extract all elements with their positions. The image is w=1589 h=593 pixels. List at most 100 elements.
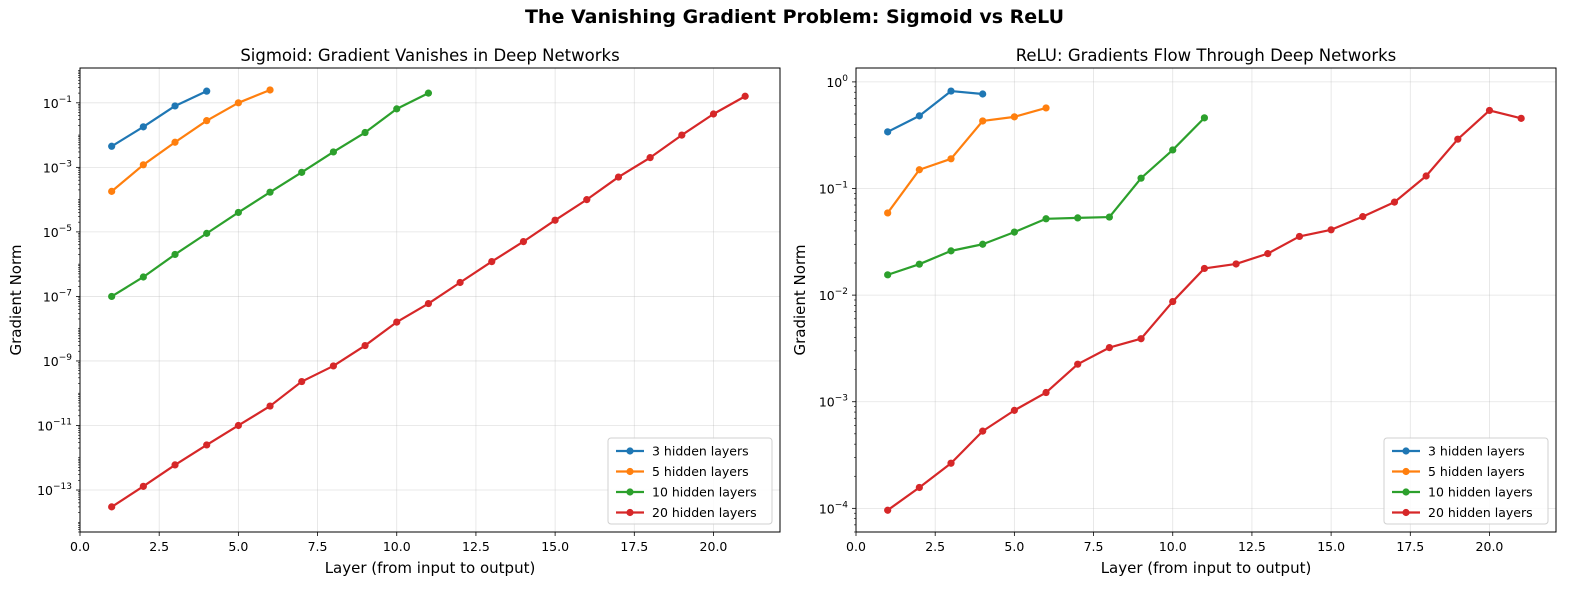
data-point bbox=[108, 503, 116, 511]
plot-panel-1: 0.0 2.5 5.0 7.5 10.0 12.5 15.0 17.5 20.0 10−13 10−… bbox=[7, 46, 781, 577]
data-point bbox=[884, 128, 892, 136]
data-point bbox=[1010, 113, 1018, 121]
data-point bbox=[1010, 228, 1018, 236]
legend-label: 10 hidden layers bbox=[652, 485, 757, 500]
data-point bbox=[393, 105, 401, 113]
data-point bbox=[1074, 214, 1082, 222]
legend-swatch-marker bbox=[1402, 467, 1410, 476]
legend-swatch-marker bbox=[1402, 508, 1410, 517]
x-tick-label: 2.5 bbox=[149, 539, 169, 554]
x-tick-label: 10.0 bbox=[1159, 539, 1187, 554]
x-tick-label: 5.0 bbox=[228, 539, 248, 554]
data-point bbox=[1454, 135, 1462, 143]
data-point bbox=[884, 506, 892, 514]
data-point bbox=[361, 128, 369, 137]
y-tick-label: 10−4 bbox=[819, 500, 848, 516]
data-point bbox=[393, 318, 401, 326]
y-tick-label: 10−13 bbox=[37, 482, 72, 498]
data-point bbox=[171, 102, 179, 110]
data-point bbox=[1137, 335, 1145, 343]
series-3 bbox=[108, 89, 433, 301]
legend-swatch-marker bbox=[626, 447, 634, 455]
y-tick-label: 10−1 bbox=[43, 95, 72, 111]
y-axis-label: Gradient Norm bbox=[7, 245, 25, 356]
axes-frame bbox=[855, 67, 1557, 533]
x-tick-label: 10.0 bbox=[383, 539, 411, 554]
data-point bbox=[583, 196, 591, 204]
data-point bbox=[139, 161, 147, 169]
data-point bbox=[171, 461, 179, 469]
data-point bbox=[1074, 360, 1082, 368]
x-axis-label: Layer (from input to output) bbox=[1101, 559, 1312, 577]
y-tick-label: 10−2 bbox=[819, 287, 848, 303]
y-tick-label: 10−5 bbox=[43, 224, 72, 240]
legend-label: 20 hidden layers bbox=[1428, 505, 1533, 520]
data-point bbox=[915, 483, 923, 492]
legend-label: 10 hidden layers bbox=[1428, 485, 1533, 500]
data-point bbox=[1485, 106, 1494, 115]
data-point bbox=[298, 168, 306, 176]
y-tick-label: 10−3 bbox=[43, 159, 72, 175]
legend: 3 hidden layers 5 hidden layers 10 hidden … bbox=[607, 437, 773, 525]
data-point bbox=[234, 99, 242, 107]
data-point bbox=[456, 278, 464, 287]
legend-swatch-marker bbox=[1402, 447, 1410, 455]
data-point bbox=[1137, 174, 1145, 182]
x-tick-label: 15.0 bbox=[1317, 539, 1345, 554]
series-4 bbox=[108, 92, 749, 511]
data-point bbox=[979, 90, 987, 98]
legend-label: 5 hidden layers bbox=[1428, 464, 1525, 479]
x-tick-label: 7.5 bbox=[308, 539, 328, 554]
data-point bbox=[551, 216, 559, 224]
data-point bbox=[1517, 114, 1525, 122]
series-1 bbox=[884, 87, 987, 136]
x-tick-label: 0.0 bbox=[846, 539, 866, 554]
y-tick-label: 10−9 bbox=[43, 353, 72, 369]
data-point bbox=[424, 299, 433, 308]
legend-swatch-marker bbox=[626, 467, 634, 476]
data-point bbox=[139, 482, 147, 490]
y-tick-label: 10−7 bbox=[43, 288, 72, 304]
x-tick-label: 12.5 bbox=[1238, 539, 1266, 554]
data-point bbox=[203, 117, 211, 125]
data-point bbox=[884, 209, 892, 217]
data-point bbox=[1264, 250, 1272, 258]
x-tick-label: 5.0 bbox=[1004, 539, 1024, 554]
figure-title: The Vanishing Gradient Problem: Sigmoid … bbox=[524, 6, 1065, 28]
data-point bbox=[171, 250, 179, 259]
series-line bbox=[111, 90, 208, 148]
data-point bbox=[234, 421, 242, 430]
data-point bbox=[947, 155, 955, 163]
legend-swatch-marker bbox=[626, 508, 634, 517]
x-tick-label: 17.5 bbox=[1396, 539, 1424, 554]
data-point bbox=[1200, 114, 1209, 122]
data-point bbox=[298, 377, 306, 386]
data-point bbox=[424, 89, 433, 97]
data-point bbox=[203, 441, 211, 449]
data-point bbox=[1010, 406, 1018, 414]
x-tick-label: 0.0 bbox=[70, 539, 90, 554]
legend-box bbox=[607, 437, 773, 525]
legend: 3 hidden layers 5 hidden layers 10 hidden … bbox=[1383, 437, 1549, 525]
data-point bbox=[203, 229, 211, 237]
data-point bbox=[519, 238, 528, 246]
data-point bbox=[171, 138, 179, 146]
series-line bbox=[886, 106, 1047, 214]
x-axis-label: Layer (from input to output) bbox=[325, 559, 536, 577]
series-4 bbox=[884, 106, 1525, 514]
data-point bbox=[139, 273, 147, 281]
subplot-title: Sigmoid: Gradient Vanishes in Deep Netwo… bbox=[240, 46, 619, 65]
data-point bbox=[203, 87, 211, 95]
data-point bbox=[1042, 388, 1050, 397]
data-point bbox=[329, 148, 337, 156]
data-point bbox=[108, 142, 116, 150]
axes-frame bbox=[79, 67, 781, 533]
data-point bbox=[1295, 232, 1304, 241]
legend-label: 20 hidden layers bbox=[652, 505, 757, 520]
legend-label: 3 hidden layers bbox=[1428, 444, 1525, 459]
plot-panel-2: 0.0 2.5 5.0 7.5 10.0 12.5 15.0 17.5 20.0 10−4 10−3… bbox=[791, 46, 1557, 577]
data-point bbox=[234, 208, 242, 217]
x-tick-label: 20.0 bbox=[700, 539, 728, 554]
data-point bbox=[1232, 260, 1240, 268]
